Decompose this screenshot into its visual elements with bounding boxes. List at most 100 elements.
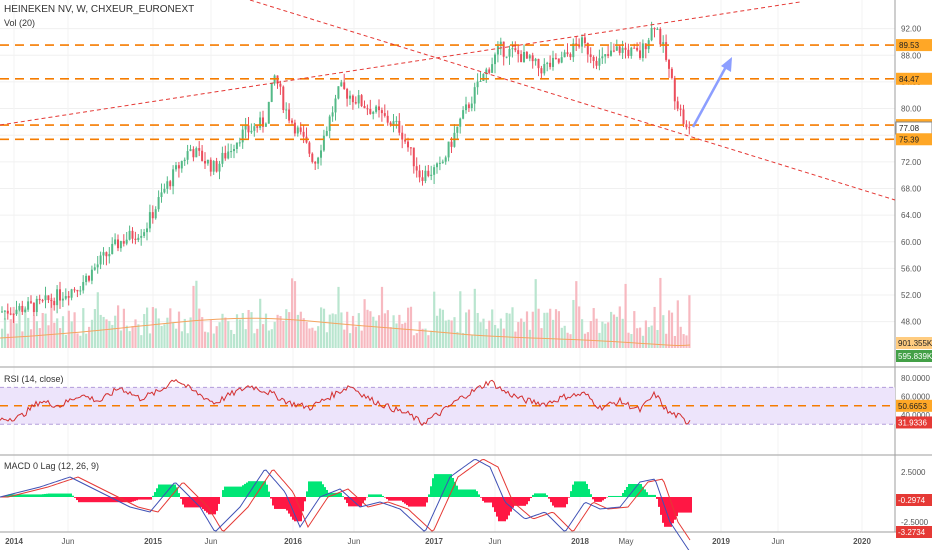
candle-body [462,110,465,119]
macd-histogram-bar [488,497,490,503]
candle-body [105,252,108,257]
macd-histogram-bar [56,493,58,497]
macd-tick-label: 2.5000 [901,468,926,477]
candle-body [482,73,485,81]
macd-histogram-bar [130,497,132,503]
candle-body [308,142,311,154]
volume-bar [151,307,154,348]
macd-histogram-bar [404,497,406,504]
candle-body [514,48,517,51]
rsi-last-label: 31.9336 [898,418,927,427]
volume-bar [427,335,430,348]
macd-histogram-bar [644,489,646,497]
candle-body [581,37,583,47]
macd-histogram-bar [376,494,378,497]
macd-histogram-bar [18,494,20,497]
candle-body [575,43,578,45]
candle-body [523,51,525,63]
macd-histogram-bar [624,489,626,497]
macd-histogram-bar [34,494,36,497]
candle-body [134,238,137,240]
macd-histogram-bar [510,497,512,512]
candle-body [24,309,27,312]
volume-bar [201,317,204,348]
macd-histogram-bar [516,497,518,506]
volume-bar [386,310,389,348]
volume-bar [450,320,453,348]
macd-histogram-bar [92,497,94,503]
macd-histogram-bar [564,497,566,508]
candle-body [53,300,56,306]
price-tick-label: 52.00 [901,291,922,300]
macd-histogram-bar [264,481,266,497]
volume-bar [424,328,427,348]
volume-bar [320,307,323,348]
macd-histogram-bar [434,474,436,497]
macd-histogram-bar [584,481,586,497]
volume-bar [357,313,360,348]
macd-histogram-bar [176,487,178,497]
volume-bar [502,328,505,348]
time-tick-label: Jun [62,537,75,546]
volume-bar [189,317,192,348]
volume-bar [250,312,253,348]
volume-bar [256,328,259,348]
volume-bar [369,311,372,348]
macd-histogram-bar [356,497,358,507]
volume-bar [140,335,143,348]
volume-bar [441,309,444,348]
candle-body [583,37,586,43]
macd-histogram-bar [638,484,640,497]
volume-bar [557,311,560,348]
macd-histogram-bar [580,481,582,497]
macd-histogram-bar [136,497,138,501]
level-label: 84.47 [899,75,920,84]
volume-bar [615,316,618,348]
candle-body [407,141,409,148]
macd-histogram-bar [296,497,298,522]
volume-bar [505,312,508,348]
rsi-line [0,378,691,427]
candle-body [378,106,380,111]
macd-histogram-bar [358,497,360,507]
macd-histogram-bar [76,497,78,501]
volume-bar [639,327,642,348]
candle-body [317,157,320,164]
volume-bar [409,306,413,348]
candle-body [198,148,201,151]
macd-histogram-bar [420,497,422,507]
volume-bar [53,322,56,348]
volume-bar [389,327,392,348]
candle-body [346,88,349,99]
volume-bar [293,281,297,348]
volume-bar [447,319,450,348]
candle-body [508,48,511,57]
candle-body [546,62,549,65]
candle-body [488,69,491,73]
volume-bar [21,331,24,348]
candle-body [218,163,221,172]
horizontal-levels[interactable] [0,44,895,141]
macd-histogram-bar [100,497,102,503]
macd-histogram-bar [150,497,152,500]
macd-histogram-bar [456,485,458,497]
macd-histogram-bar [594,497,596,502]
macd-histogram-bar [574,481,576,497]
macd-histogram-bar [592,497,594,500]
candle-body [180,161,183,169]
volume-bar [18,306,21,348]
candle-body [337,86,340,99]
macd-histogram-bar [614,495,616,497]
volume-bar [525,311,529,348]
trend-lines[interactable] [0,0,896,201]
volume-bar [146,307,149,348]
volume-bar [340,312,343,348]
macd-histogram-bar [164,484,166,497]
volume-bar [378,315,381,348]
candle-body [206,159,209,164]
volume-bar [317,326,320,348]
candle-body [250,130,253,133]
macd-histogram-bar [282,497,284,509]
pane-borders [0,0,932,533]
